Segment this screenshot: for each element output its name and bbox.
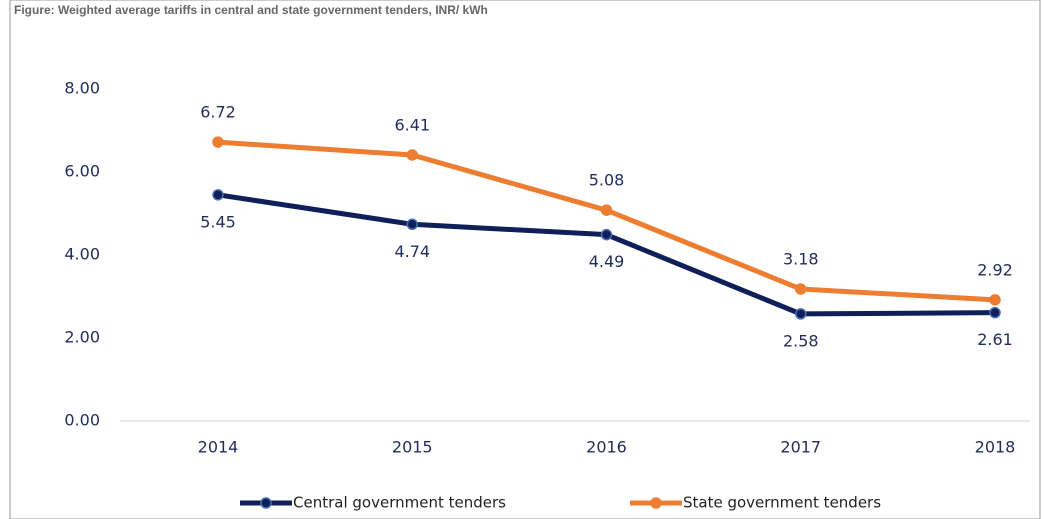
y-tick-label: 0.00 bbox=[64, 411, 100, 430]
point bbox=[795, 308, 807, 320]
y-tick-label: 4.00 bbox=[64, 245, 100, 264]
point bbox=[600, 204, 613, 216]
legend-label: Central government tenders bbox=[293, 494, 506, 512]
data-label: 4.74 bbox=[394, 242, 430, 261]
x-tick-label: 2014 bbox=[198, 438, 239, 457]
data-label: 6.72 bbox=[200, 103, 236, 122]
data-label: 2.92 bbox=[977, 260, 1013, 279]
point bbox=[212, 189, 224, 201]
x-tick-label: 2017 bbox=[780, 438, 821, 457]
y-tick-label: 2.00 bbox=[64, 328, 100, 347]
point bbox=[406, 149, 418, 161]
data-label: 5.08 bbox=[589, 171, 625, 190]
point bbox=[989, 294, 1001, 306]
frame bbox=[9, 0, 1041, 519]
y-tick-label: 6.00 bbox=[64, 162, 100, 181]
point bbox=[600, 228, 613, 241]
data-label: 2.58 bbox=[783, 331, 819, 350]
chart-title: Figure: Weighted average tariffs in cent… bbox=[14, 3, 488, 17]
x-tick-label: 2015 bbox=[392, 438, 433, 457]
point bbox=[989, 306, 1001, 319]
data-label: 3.18 bbox=[783, 250, 819, 269]
data-label: 6.41 bbox=[394, 115, 430, 134]
x-tick-label: 2016 bbox=[586, 438, 627, 457]
legend-marker bbox=[260, 497, 272, 509]
point bbox=[212, 136, 224, 148]
y-tick-label: 8.00 bbox=[64, 79, 100, 98]
legend-label: State government tenders bbox=[683, 494, 881, 512]
point bbox=[795, 283, 807, 295]
legend-marker bbox=[650, 497, 662, 509]
data-label: 4.49 bbox=[589, 252, 625, 271]
x-tick-label: 2018 bbox=[975, 438, 1016, 457]
series-line bbox=[217, 139, 996, 303]
data-label: 2.61 bbox=[977, 330, 1013, 349]
data-label: 5.45 bbox=[200, 212, 236, 231]
point bbox=[406, 218, 418, 231]
